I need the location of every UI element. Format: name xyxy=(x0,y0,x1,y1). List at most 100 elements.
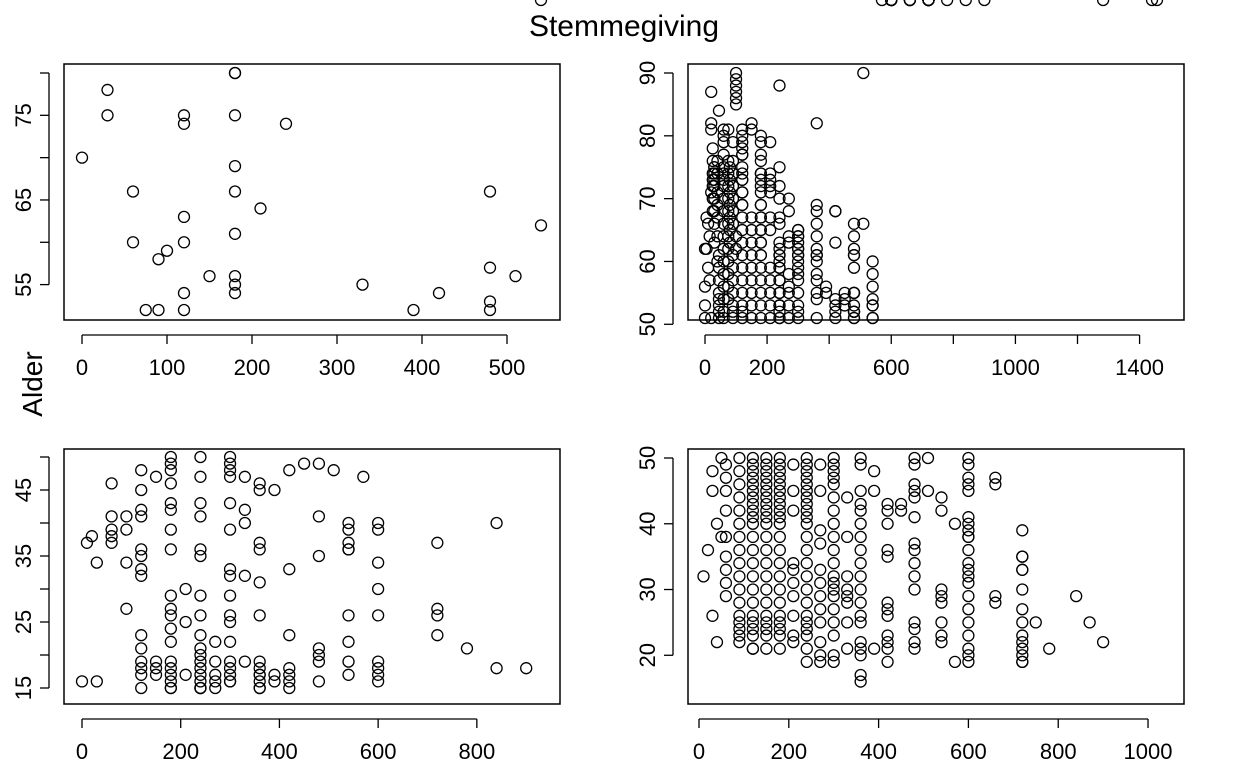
scatter-point xyxy=(164,609,177,622)
scatter-point xyxy=(717,305,730,318)
scatter-point xyxy=(717,242,730,256)
scatter-point xyxy=(962,655,975,668)
scatter-point xyxy=(745,249,758,262)
scatter-point xyxy=(800,511,813,524)
scatter-point xyxy=(908,583,921,596)
scatter-point xyxy=(875,0,889,7)
scatter-point xyxy=(719,563,733,576)
scatter-point xyxy=(760,583,773,596)
scatter-point xyxy=(773,484,786,498)
scatter-point xyxy=(854,596,867,609)
scatter-point xyxy=(283,464,296,477)
scatter-point xyxy=(736,167,749,180)
scatter-point xyxy=(708,173,721,186)
scatter-point xyxy=(179,582,192,596)
scatter-point xyxy=(726,299,740,312)
scatter-point xyxy=(978,0,991,7)
scatter-point xyxy=(746,642,760,655)
scatter-point xyxy=(723,236,736,249)
scatter-point xyxy=(1070,589,1083,603)
scatter-point xyxy=(194,681,207,695)
scatter-point xyxy=(431,629,444,642)
scatter-point xyxy=(962,530,975,544)
scatter-point xyxy=(745,299,758,312)
scatter-point xyxy=(773,211,786,224)
scatter-point xyxy=(708,167,721,180)
y-tick-label: 45 xyxy=(11,478,36,502)
scatter-point xyxy=(854,583,867,596)
scatter-point xyxy=(371,668,385,681)
scatter-point xyxy=(223,569,237,582)
scatter-point xyxy=(177,210,191,224)
scatter-point xyxy=(773,79,786,92)
scatter-point xyxy=(787,484,800,498)
scatter-point xyxy=(764,186,777,199)
scatter-point xyxy=(760,511,773,524)
scatter-point xyxy=(754,135,768,149)
scatter-point xyxy=(120,510,133,523)
scatter-point xyxy=(736,311,749,325)
scatter-point xyxy=(717,192,730,205)
scatter-point xyxy=(105,536,118,549)
scatter-point xyxy=(746,497,760,511)
x-tick-label: 200 xyxy=(770,739,807,764)
scatter-point xyxy=(838,299,851,312)
scatter-point xyxy=(791,311,805,325)
scatter-point xyxy=(940,0,954,7)
scatter-point xyxy=(726,286,740,300)
scatter-point xyxy=(782,311,795,325)
scatter-point xyxy=(773,458,786,471)
scatter-point xyxy=(726,261,740,274)
scatter-point xyxy=(371,516,385,530)
scatter-point xyxy=(881,635,894,649)
scatter-point xyxy=(717,293,730,306)
scatter-point xyxy=(371,523,385,536)
scatter-point xyxy=(238,503,252,516)
scatter-point xyxy=(881,655,894,668)
scatter-point xyxy=(726,154,740,168)
scatter-point xyxy=(126,236,140,249)
plot-frame-3 xyxy=(63,448,561,705)
scatter-point xyxy=(722,230,735,243)
scatter-point xyxy=(935,629,948,642)
scatter-point xyxy=(706,609,719,622)
scatter-point xyxy=(729,242,743,256)
scatter-point xyxy=(881,609,894,622)
scatter-point xyxy=(773,570,786,583)
scatter-point xyxy=(791,230,805,243)
scatter-point xyxy=(722,217,735,230)
scatter-point xyxy=(760,622,773,636)
scatter-point xyxy=(733,635,746,649)
scatter-point xyxy=(782,299,795,312)
scatter-point xyxy=(460,642,474,655)
scatter-point xyxy=(827,616,840,629)
scatter-point xyxy=(764,274,777,287)
scatter-point xyxy=(717,280,730,293)
scatter-point xyxy=(723,198,736,212)
scatter-point xyxy=(854,517,867,530)
scatter-point xyxy=(791,274,805,287)
scatter-point xyxy=(371,675,385,688)
scatter-point xyxy=(708,192,721,205)
scatter-point xyxy=(962,543,975,557)
scatter-point xyxy=(908,478,921,491)
scatter-point xyxy=(814,563,827,576)
scatter-point xyxy=(736,236,749,249)
scatter-point xyxy=(1150,0,1164,7)
scatter-point xyxy=(1016,524,1029,537)
scatter-point xyxy=(164,681,177,695)
scatter-point xyxy=(935,635,948,649)
scatter-point xyxy=(194,648,207,662)
scatter-point xyxy=(773,511,786,524)
scatter-point xyxy=(814,458,827,471)
scatter-point xyxy=(268,668,281,681)
x-tick-label: 0 xyxy=(699,355,711,380)
scatter-point xyxy=(782,267,795,281)
scatter-point xyxy=(164,675,177,688)
scatter-point xyxy=(726,167,740,180)
scatter-point xyxy=(105,523,118,536)
scatter-point xyxy=(841,616,854,629)
scatter-point xyxy=(736,274,749,287)
scatter-point xyxy=(773,305,786,318)
scatter-point xyxy=(773,179,786,193)
